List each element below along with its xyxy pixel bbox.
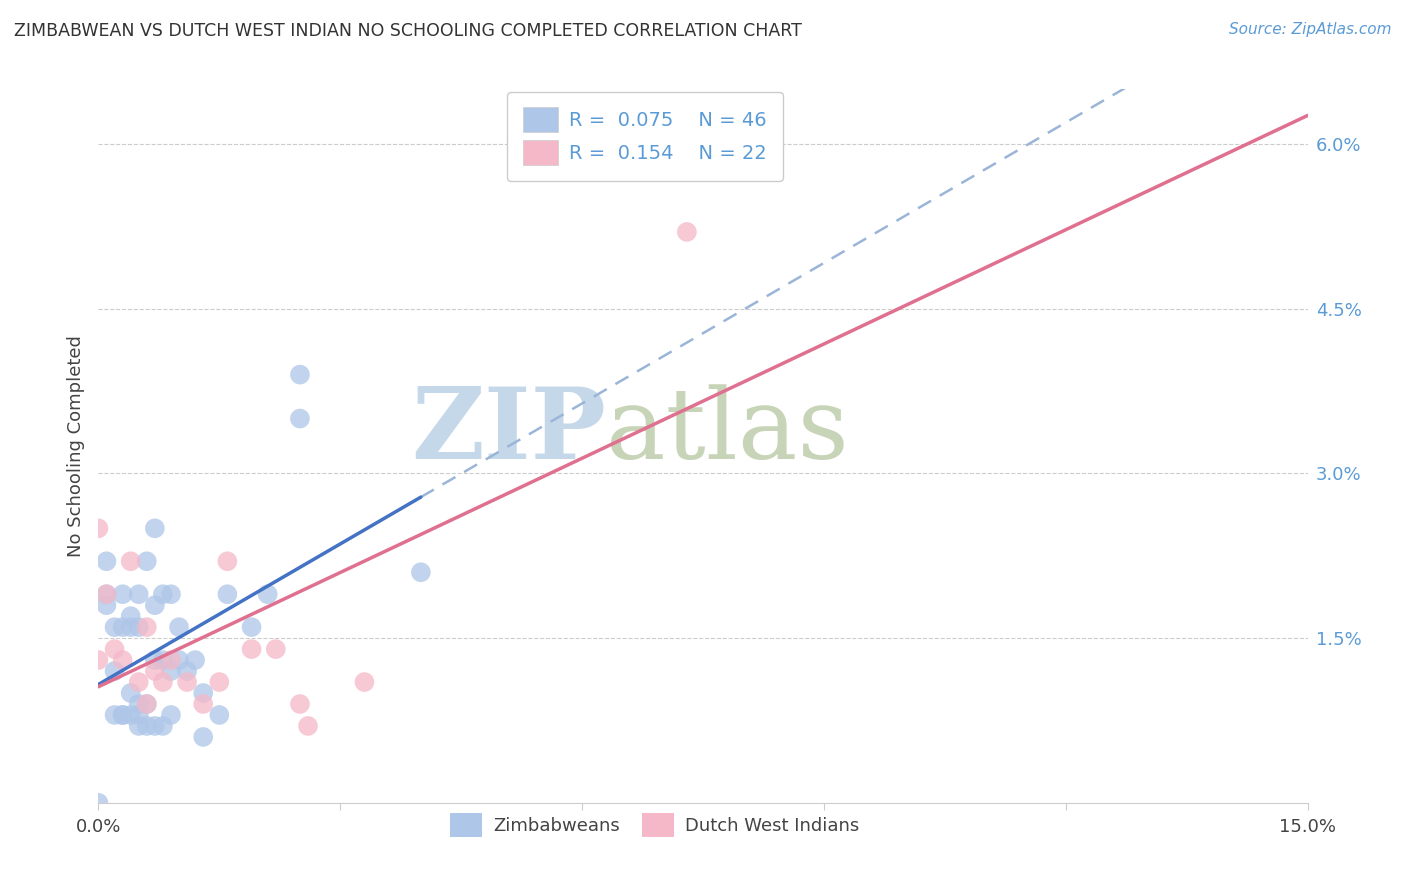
Point <box>96 587 118 601</box>
Point <box>160 587 183 601</box>
Point <box>96 587 118 601</box>
Point <box>152 587 174 601</box>
Point <box>160 653 183 667</box>
Point <box>120 609 142 624</box>
Point <box>96 598 118 612</box>
Point <box>111 653 134 667</box>
Point <box>103 642 125 657</box>
Point <box>120 620 142 634</box>
Point <box>208 708 231 723</box>
Point <box>120 708 142 723</box>
Point <box>128 620 150 634</box>
Point <box>217 554 239 568</box>
Point <box>135 554 157 568</box>
Point <box>87 796 110 810</box>
Point <box>240 620 263 634</box>
Point <box>193 686 215 700</box>
Point <box>297 719 319 733</box>
Point <box>240 642 263 657</box>
Point <box>160 664 183 678</box>
Point <box>87 521 110 535</box>
Point <box>128 708 150 723</box>
Point <box>135 719 157 733</box>
Text: ZIP: ZIP <box>412 384 606 480</box>
Point <box>111 708 134 723</box>
Point <box>167 653 190 667</box>
Point <box>160 708 183 723</box>
Point <box>264 642 287 657</box>
Point <box>288 368 311 382</box>
Point <box>135 620 157 634</box>
Point <box>128 587 150 601</box>
Point <box>87 653 110 667</box>
Point <box>120 554 142 568</box>
Point <box>184 653 207 667</box>
Point <box>128 719 150 733</box>
Point <box>143 598 166 612</box>
Point <box>217 587 239 601</box>
Point <box>193 730 215 744</box>
Point <box>103 708 125 723</box>
Point <box>143 664 166 678</box>
Point <box>152 719 174 733</box>
Text: ZIMBABWEAN VS DUTCH WEST INDIAN NO SCHOOLING COMPLETED CORRELATION CHART: ZIMBABWEAN VS DUTCH WEST INDIAN NO SCHOO… <box>14 22 801 40</box>
Point <box>111 587 134 601</box>
Point <box>208 675 231 690</box>
Point <box>96 554 118 568</box>
Point <box>128 675 150 690</box>
Point <box>193 697 215 711</box>
Point <box>103 620 125 634</box>
Point <box>111 620 134 634</box>
Point <box>111 708 134 723</box>
Point <box>143 653 166 667</box>
Point <box>176 664 198 678</box>
Point <box>353 675 375 690</box>
Point <box>103 664 125 678</box>
Point <box>676 225 699 239</box>
Point <box>409 566 432 580</box>
Point <box>176 675 198 690</box>
Point <box>152 653 174 667</box>
Point <box>167 620 190 634</box>
Point <box>120 686 142 700</box>
Point <box>143 719 166 733</box>
Point <box>135 697 157 711</box>
Y-axis label: No Schooling Completed: No Schooling Completed <box>66 335 84 557</box>
Legend: Zimbabweans, Dutch West Indians: Zimbabweans, Dutch West Indians <box>443 806 866 844</box>
Text: Source: ZipAtlas.com: Source: ZipAtlas.com <box>1229 22 1392 37</box>
Point <box>256 587 278 601</box>
Text: atlas: atlas <box>606 384 849 480</box>
Point <box>288 697 311 711</box>
Point <box>143 521 166 535</box>
Point <box>135 697 157 711</box>
Point <box>128 697 150 711</box>
Point <box>288 411 311 425</box>
Point <box>152 675 174 690</box>
